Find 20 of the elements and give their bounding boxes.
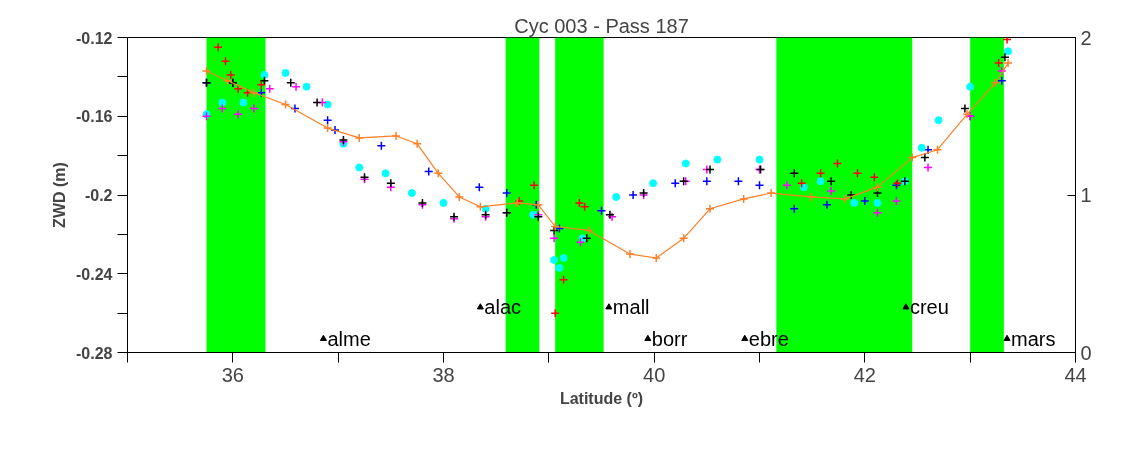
annotation: mall — [612, 296, 650, 319]
y-axis-title: ZWD (m) — [51, 162, 69, 228]
y-tick-label: -0.28 — [76, 344, 113, 362]
y-tick-label: -0.2 — [84, 187, 113, 204]
x-tick-label: 44 — [1064, 363, 1087, 386]
y2-tick-label: 0 — [1080, 341, 1092, 364]
x-tick-label: 38 — [432, 363, 455, 386]
annotation: alme — [327, 327, 371, 350]
annotation: mars — [1011, 327, 1056, 350]
x-tick-label: 40 — [643, 363, 666, 386]
y-tick-label: -0.12 — [76, 29, 113, 47]
chart-title: Cyc 003 - Pass 187 — [514, 14, 689, 37]
y-tick-label: -0.16 — [76, 108, 113, 126]
annotation: borr — [651, 327, 688, 350]
x-tick-label: 36 — [221, 363, 244, 386]
x-tick-label: 42 — [853, 363, 876, 386]
y2-tick-label: 1 — [1080, 184, 1092, 206]
y2-tick-label: 2 — [1080, 26, 1092, 49]
x-axis-title: Latitude (º) — [559, 389, 644, 407]
y-tick-label: -0.24 — [76, 265, 113, 283]
